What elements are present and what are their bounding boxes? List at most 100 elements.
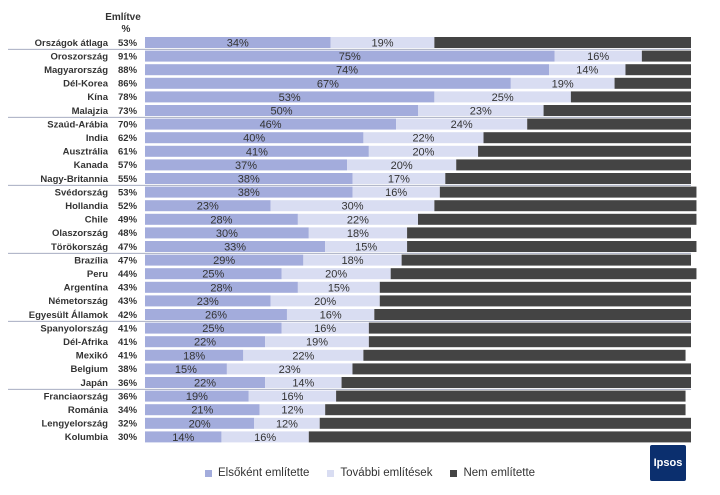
mentioned-total-torokorszag: 47% (118, 242, 138, 253)
mentioned-total-egyesult-allamok: 42% (118, 310, 138, 321)
bar-further-spanyolorszag (281, 322, 369, 334)
category-label-mexiko: Mexikó (76, 351, 108, 362)
category-label-argentina: Argentína (64, 283, 109, 294)
bar-further-hollandia (270, 200, 435, 212)
bar-further-torokorszag (325, 241, 408, 252)
category-label-hollandia: Hollandia (65, 201, 108, 212)
bar-not-nemetorszag (379, 295, 691, 307)
bar-further-kina (434, 91, 571, 103)
bar-first-peru (145, 268, 282, 280)
bar-first-magyarorszag (145, 64, 550, 76)
value-label-first-torokorszag: 33% (224, 242, 246, 254)
bar-not-brazilia (401, 254, 691, 266)
mentioned-total-lengyelorszag: 32% (118, 419, 138, 430)
category-label-kolumbia: Kolumbia (65, 432, 109, 443)
value-label-first-peru: 25% (202, 269, 224, 281)
category-label-brazilia: Brazília (74, 255, 109, 266)
category-label-szaud-arabia: Szaúd-Arábia (47, 119, 108, 130)
mentioned-total-franciaorszag: 36% (118, 391, 138, 402)
bar-further-kanada (347, 159, 457, 171)
value-label-further-torokorszag: 15% (355, 242, 377, 254)
bar-first-brazilia (145, 254, 304, 266)
category-label-malajzia: Malajzia (72, 106, 109, 117)
logo-text: Ipsos (653, 457, 683, 469)
value-label-further-chile: 22% (347, 214, 369, 226)
bar-not-romania (325, 404, 686, 416)
mentioned-total-mexiko: 41% (118, 351, 138, 362)
bar-further-magyarorszag (549, 64, 626, 76)
mentioned-total-del-korea: 86% (118, 79, 138, 90)
category-label-egyesult-allamok: Egyesült Államok (29, 310, 109, 321)
value-label-first-szaud-arabia: 46% (260, 119, 282, 131)
category-label-del-korea: Dél-Korea (63, 79, 109, 90)
category-label-india: India (86, 133, 109, 144)
value-label-further-magyarorszag: 14% (576, 65, 598, 77)
category-label-spanyolorszag: Spanyolország (40, 323, 108, 334)
value-label-further-lengyelorszag: 12% (276, 418, 298, 430)
value-label-first-india: 40% (243, 133, 265, 145)
bar-further-chile (297, 213, 418, 225)
bar-not-kina (570, 91, 691, 103)
value-label-further-del-afrika: 19% (306, 337, 328, 349)
bar-first-lengyelorszag (145, 417, 255, 429)
bar-first-svedorszag (145, 186, 353, 198)
mentioned-total-del-afrika: 41% (118, 337, 138, 348)
value-label-first-romania: 21% (191, 405, 213, 417)
bar-first-nemetorszag (145, 295, 271, 307)
value-label-further-japan: 14% (292, 378, 314, 390)
legend-swatch-first (205, 469, 212, 477)
value-label-further-argentina: 15% (328, 282, 350, 294)
bar-further-peru (281, 268, 391, 280)
legend-item-first: Elsőként említette (205, 467, 309, 479)
bar-further-lengyelorszag (254, 417, 320, 429)
bar-not-belgium (352, 363, 691, 375)
value-label-further-orszagok-atlaga: 19% (371, 38, 393, 50)
bar-further-romania (259, 404, 326, 416)
bar-not-hollandia (434, 200, 697, 212)
category-label-oroszorszag: Oroszország (50, 51, 108, 62)
bar-first-torokorszag (145, 241, 326, 252)
value-label-first-svedorszag: 38% (238, 187, 260, 199)
bar-not-del-afrika (368, 336, 691, 348)
mentioned-total-india: 62% (118, 133, 138, 144)
mentioned-total-japan: 36% (118, 378, 138, 389)
mentioned-total-kanada: 57% (118, 160, 138, 171)
value-label-first-ausztralia: 41% (246, 146, 268, 158)
legend-item-not: Nem említette (450, 467, 535, 479)
mentioned-total-szaud-arabia: 70% (118, 119, 138, 130)
value-label-first-argentina: 28% (210, 282, 232, 294)
bar-further-nagy-britannia (352, 173, 446, 184)
category-label-olaszorszag: Olaszország (52, 228, 108, 239)
value-label-first-franciaorszag: 19% (186, 391, 208, 403)
value-label-further-malajzia: 23% (470, 106, 492, 118)
category-label-nemetorszag: Németország (48, 296, 108, 307)
bar-first-belgium (145, 363, 227, 375)
value-label-first-malajzia: 50% (270, 106, 292, 118)
category-label-kanada: Kanada (74, 160, 109, 171)
bar-not-svedorszag (439, 186, 697, 198)
category-label-chile: Chile (85, 215, 108, 226)
bar-further-malajzia (418, 105, 544, 116)
bar-further-svedorszag (352, 186, 440, 198)
bar-further-kolumbia (221, 431, 309, 443)
category-label-svedorszag: Svédország (55, 187, 109, 198)
bar-further-japan (265, 377, 342, 388)
mentioned-total-brazilia: 47% (118, 255, 138, 266)
category-label-ausztralia: Ausztrália (63, 147, 109, 158)
bar-not-del-korea (614, 77, 691, 89)
category-label-peru: Peru (87, 269, 108, 280)
value-label-first-belgium: 15% (175, 364, 197, 376)
bar-first-argentina (145, 281, 298, 293)
bar-not-oroszorszag (641, 50, 691, 62)
value-label-first-kolumbia: 14% (172, 432, 194, 444)
bar-further-argentina (297, 281, 380, 293)
value-label-first-nagy-britannia: 38% (238, 174, 260, 186)
value-label-further-nagy-britannia: 17% (388, 174, 410, 186)
bar-further-olaszorszag (308, 227, 408, 239)
bar-not-nagy-britannia (445, 173, 691, 184)
value-label-further-nemetorszag: 20% (314, 296, 336, 308)
value-label-further-olaszorszag: 18% (347, 228, 369, 240)
value-label-further-india: 22% (412, 133, 434, 145)
value-label-further-ausztralia: 20% (412, 146, 434, 158)
bar-not-kanada (456, 159, 691, 171)
